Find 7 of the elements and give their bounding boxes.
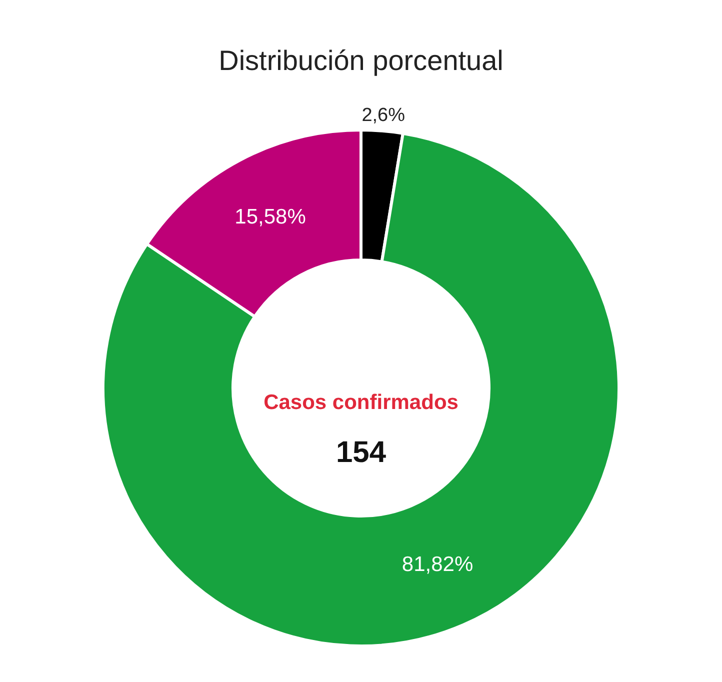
- data-label: 81,82%: [402, 553, 474, 576]
- data-label: 2,6%: [362, 104, 406, 126]
- data-label: 15,58%: [234, 206, 306, 229]
- text: 154: [336, 436, 386, 469]
- chart-title: Distribución porcentual: [218, 44, 504, 76]
- donut-slice: [102, 132, 620, 648]
- text: Casos confirmados: [264, 391, 458, 414]
